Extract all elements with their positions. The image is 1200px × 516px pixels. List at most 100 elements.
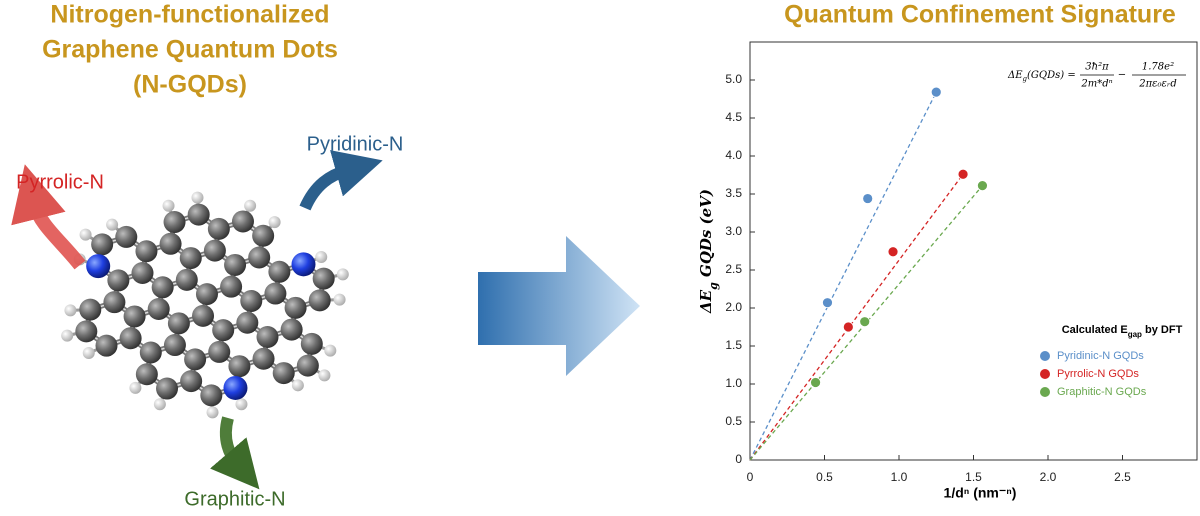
y-tick-label: 2.0 bbox=[725, 300, 742, 314]
carbon-atom bbox=[187, 203, 210, 226]
hydrogen-atom bbox=[129, 381, 142, 394]
carbon-atom bbox=[123, 305, 146, 328]
hydrogen-atom bbox=[268, 216, 281, 229]
carbon-atom bbox=[256, 326, 279, 349]
y-axis-label: ΔEg GQDs (eV) bbox=[697, 189, 720, 314]
carbon-atom bbox=[151, 276, 174, 299]
label-part: g bbox=[1023, 75, 1028, 83]
formula-part: − bbox=[1118, 70, 1126, 81]
carbon-atom bbox=[228, 355, 251, 378]
hydrogen-atom bbox=[153, 398, 166, 411]
pointer-arrow bbox=[11, 164, 86, 270]
formula-part: 2πε₀εᵣd bbox=[1138, 79, 1177, 90]
carbon-atom bbox=[103, 291, 126, 314]
legend-marker bbox=[1040, 369, 1050, 379]
carbon-atom bbox=[179, 247, 202, 270]
x-tick-label: 0 bbox=[747, 470, 754, 484]
carbon-atom bbox=[156, 377, 179, 400]
label-part: gap bbox=[1128, 330, 1142, 339]
carbon-atom bbox=[139, 341, 162, 364]
carbon-atom bbox=[91, 233, 114, 256]
carbon-atom bbox=[135, 363, 158, 386]
carbon-atom bbox=[208, 340, 231, 363]
trend-line bbox=[749, 91, 937, 461]
data-point bbox=[887, 246, 899, 258]
carbon-atom bbox=[192, 304, 215, 327]
hydrogen-atom bbox=[61, 329, 74, 342]
hydrogen-atom bbox=[162, 199, 175, 212]
y-tick-label: 3.0 bbox=[725, 224, 742, 238]
chart: 0 0.5 1.0 1.5 2.0 2.5 0 0.5 1.0 1.5 2.0 2.5 3.0 3.5 4.… bbox=[697, 41, 1198, 501]
y-tick-label: 1.0 bbox=[725, 376, 742, 390]
carbon-atom bbox=[248, 246, 271, 269]
carbon-atom bbox=[264, 282, 287, 305]
legend-marker bbox=[1040, 351, 1050, 361]
carbon-atom bbox=[175, 268, 198, 291]
y-tick-label: 1.5 bbox=[725, 338, 742, 352]
hydrogen-atom bbox=[82, 346, 95, 359]
formula-part: 1.78e² bbox=[1142, 62, 1174, 73]
label-pyrrolic: Pyrrolic-N bbox=[16, 171, 104, 193]
hydrogen-atom bbox=[315, 251, 328, 264]
legend-label: Graphitic-N GQDs bbox=[1057, 386, 1147, 398]
nitrogen-atom bbox=[86, 254, 111, 279]
carbon-atom bbox=[252, 224, 275, 247]
carbon-atom bbox=[200, 384, 223, 407]
carbon-atom bbox=[95, 334, 118, 357]
big-arrow bbox=[478, 236, 640, 376]
carbon-atom bbox=[163, 211, 186, 234]
hydrogen-atom bbox=[79, 228, 92, 241]
molecule bbox=[61, 191, 349, 419]
nitrogen-atom bbox=[291, 252, 316, 277]
chart-title: Quantum Confinement Signature bbox=[784, 1, 1176, 29]
x-axis-label: 1/dⁿ (nm⁻ⁿ) bbox=[944, 485, 1017, 501]
formula: ΔEg(GQDs) = 3ħ²π 2m*dⁿ− 1.78e² 2πε₀εᵣd bbox=[1007, 62, 1186, 90]
carbon-atom bbox=[195, 283, 218, 306]
hydrogen-atom bbox=[333, 293, 346, 306]
formula-part: 3ħ²π bbox=[1085, 62, 1109, 73]
carbon-atom bbox=[280, 318, 303, 341]
x-tick-label: 1.0 bbox=[891, 470, 908, 484]
carbon-atom bbox=[207, 217, 230, 240]
pointer-arrow bbox=[299, 150, 383, 211]
carbon-atom bbox=[180, 370, 203, 393]
carbon-atom bbox=[312, 267, 335, 290]
carbon-atom bbox=[119, 327, 142, 350]
left-title: Nitrogen-functionalized Graphene Quantum… bbox=[42, 1, 338, 99]
hydrogen-atom bbox=[291, 379, 304, 392]
y-tick-label: 3.5 bbox=[725, 186, 742, 200]
y-tick-label: 4.5 bbox=[725, 110, 742, 124]
carbon-atom bbox=[135, 240, 158, 263]
label-part: g bbox=[707, 282, 720, 290]
label-part: (GQDs) = bbox=[1027, 70, 1076, 81]
pointer-arrow bbox=[209, 416, 260, 490]
carbon-atom bbox=[240, 289, 263, 312]
carbon-atom bbox=[252, 347, 275, 370]
x-tick-label: 2.0 bbox=[1040, 470, 1057, 484]
hydrogen-atom bbox=[206, 406, 219, 419]
carbon-atom bbox=[167, 312, 190, 335]
y-tick-label: 0.5 bbox=[725, 414, 742, 428]
carbon-atom bbox=[75, 320, 98, 343]
label-part: by DFT bbox=[1142, 324, 1183, 336]
data-point bbox=[930, 86, 942, 98]
carbon-atom bbox=[147, 298, 170, 321]
carbon-atom bbox=[236, 311, 259, 334]
carbon-atom bbox=[131, 261, 154, 284]
y-tick-label: 0 bbox=[735, 452, 742, 466]
carbon-atom bbox=[107, 269, 130, 292]
carbon-atom bbox=[184, 348, 207, 371]
data-point bbox=[859, 316, 871, 328]
nitrogen-atom bbox=[223, 375, 248, 400]
hydrogen-atom bbox=[235, 398, 248, 411]
label-part: Calculated E bbox=[1062, 324, 1128, 336]
legend-label: Pyridinic-N GQDs bbox=[1057, 350, 1144, 362]
carbon-atom bbox=[79, 298, 102, 321]
legend-marker bbox=[1040, 387, 1050, 397]
x-tick-label: 2.5 bbox=[1114, 470, 1131, 484]
label-pyridinic: Pyridinic-N bbox=[307, 133, 404, 155]
legend-label: Pyrrolic-N GQDs bbox=[1057, 368, 1139, 380]
carbon-atom bbox=[212, 319, 235, 342]
trend-line bbox=[749, 173, 964, 461]
